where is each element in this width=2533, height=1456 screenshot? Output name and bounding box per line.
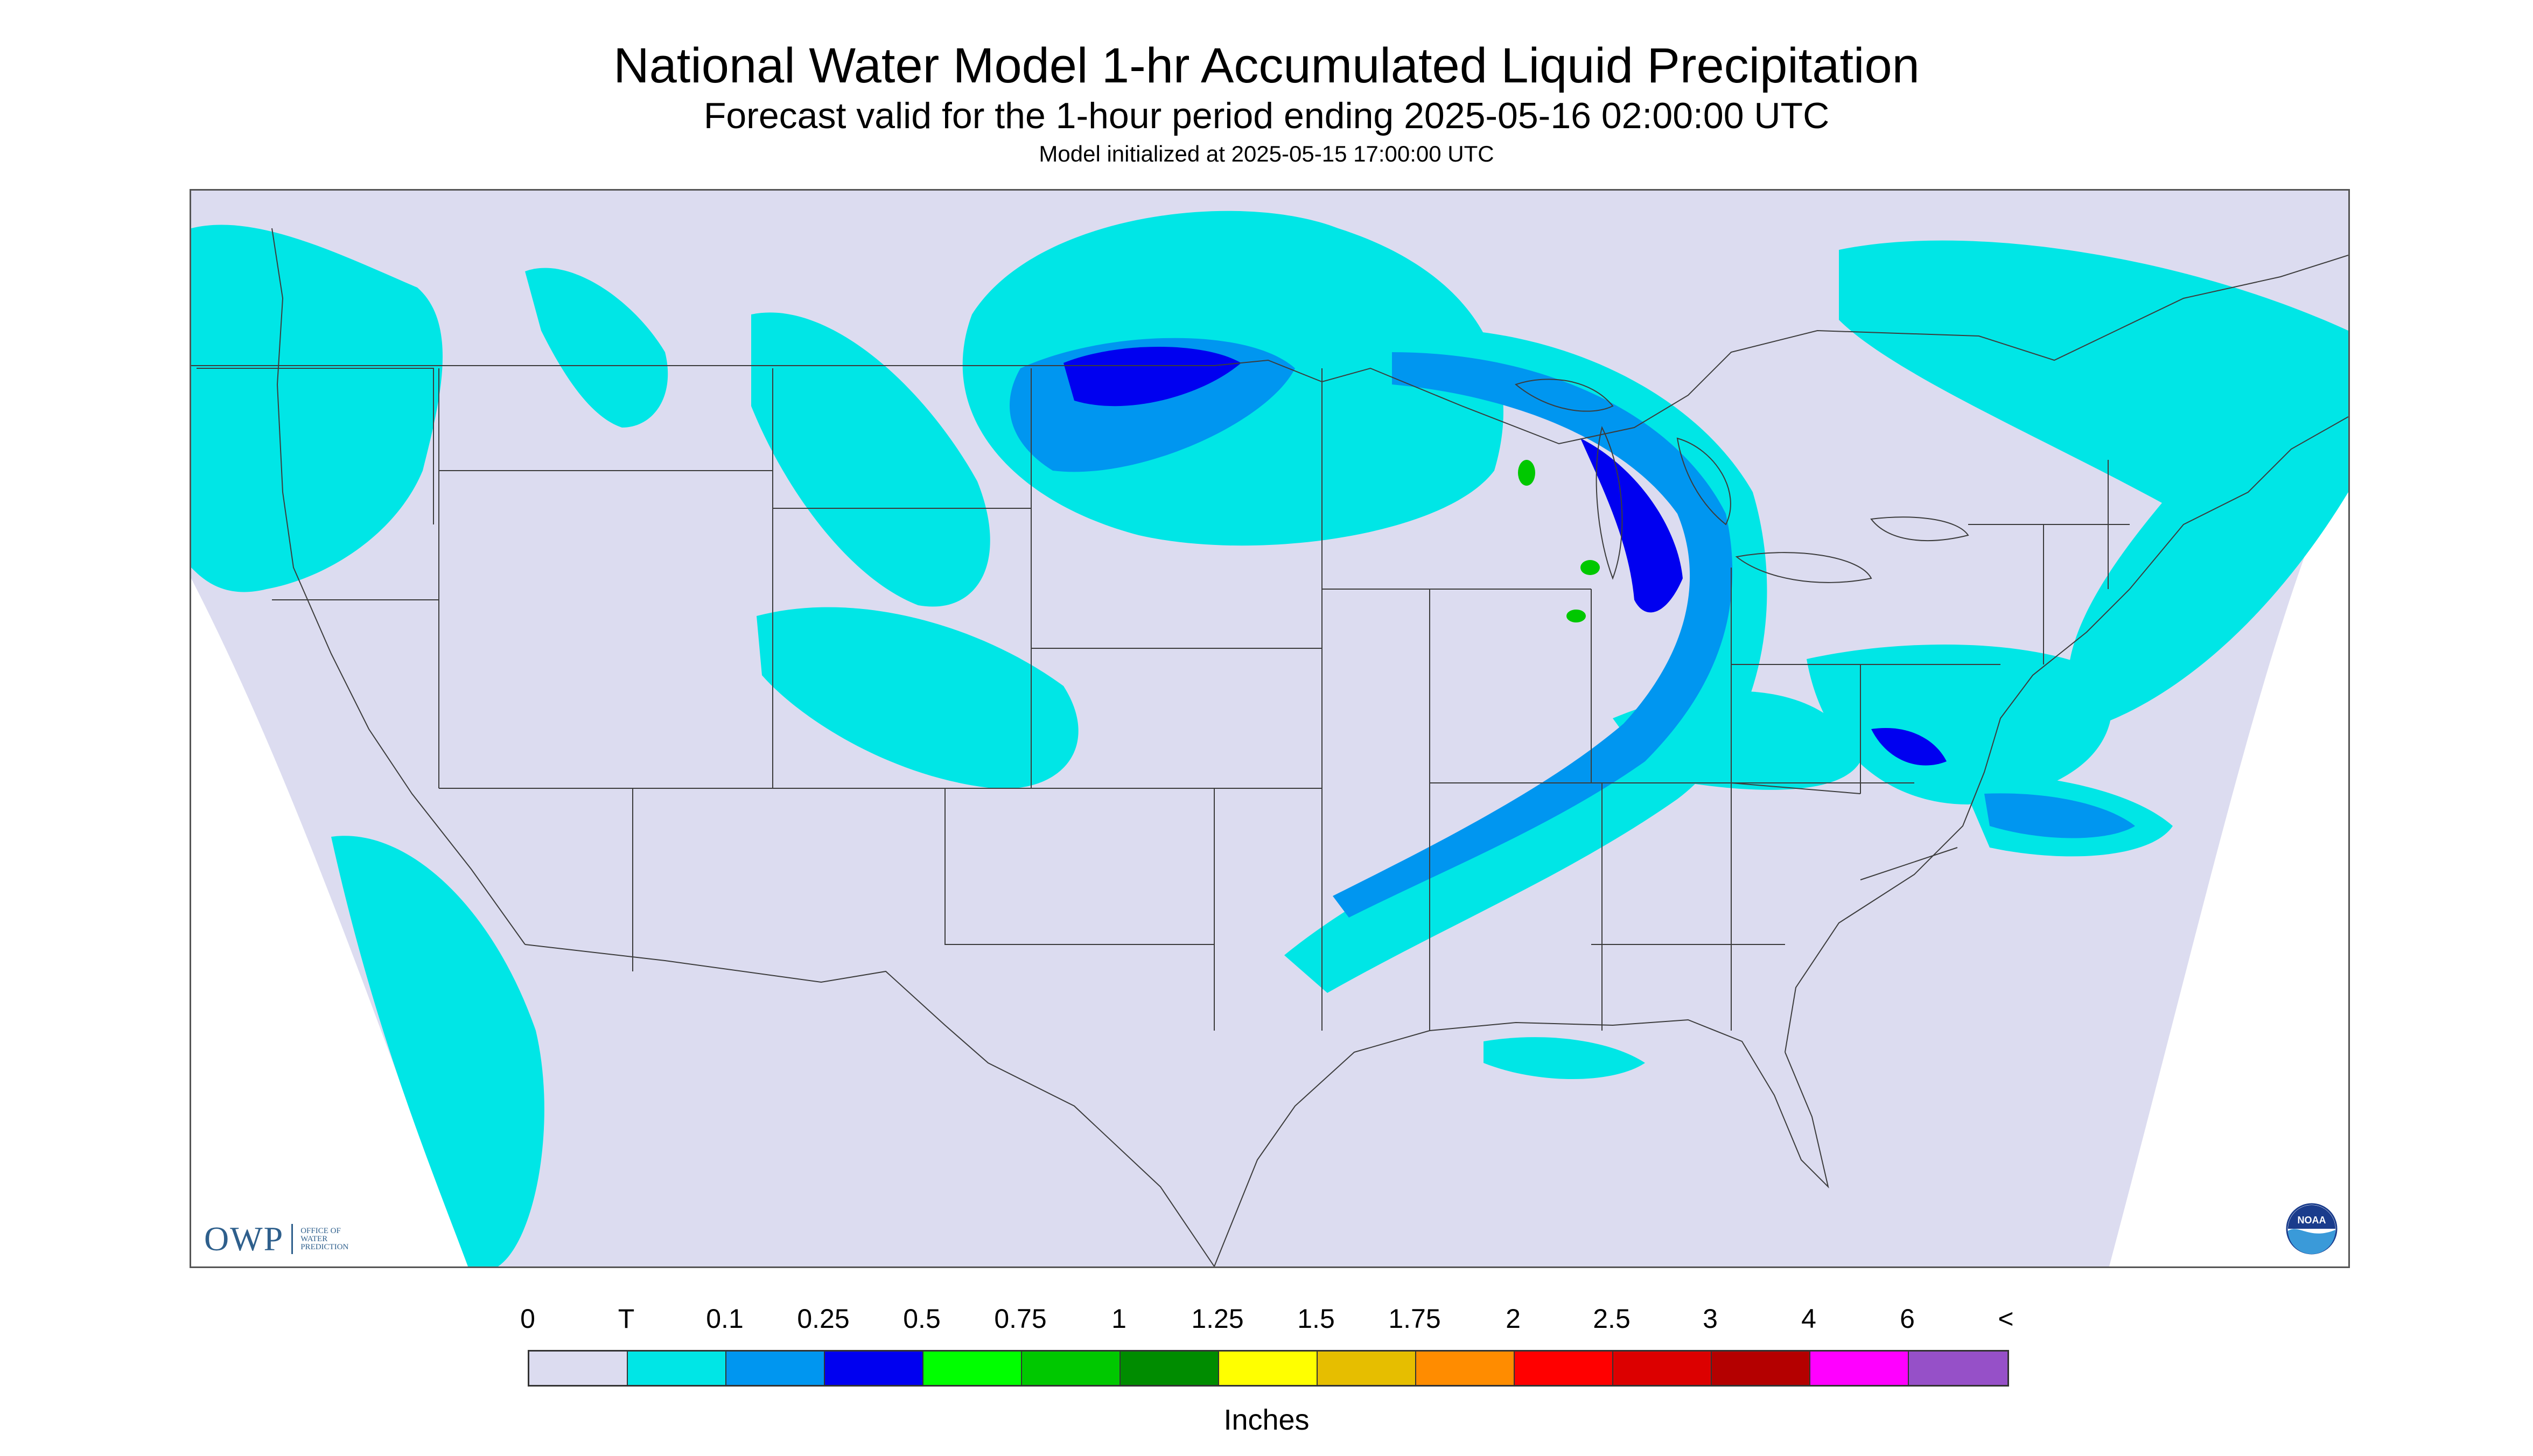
- gulf-coastline: [1214, 1019, 1829, 1266]
- legend-tick-label: 6: [1900, 1304, 1915, 1334]
- precip-heavy-areas: [1518, 460, 1600, 622]
- precip-heavy-wisconsin-2: [1580, 560, 1600, 575]
- legend-tick-label: 1.5: [1297, 1304, 1335, 1334]
- legend-swatch: [1219, 1352, 1318, 1385]
- atlantic-coastline: [1785, 416, 2348, 1053]
- us-mexico-border: [524, 944, 1215, 1266]
- legend-tick-label: 2: [1506, 1304, 1521, 1334]
- legend-swatch: [628, 1352, 726, 1385]
- owp-logo-divider: [291, 1224, 293, 1254]
- legend-tick-label: 1: [1111, 1304, 1126, 1334]
- precipitation-map: OWP OFFICE OF WATER PREDICTION NOAA: [190, 189, 2350, 1268]
- legend-swatch: [726, 1352, 825, 1385]
- legend-tick-label: 0.75: [994, 1304, 1047, 1334]
- owp-logo-text: OWP: [204, 1220, 284, 1258]
- owp-logo: OWP OFFICE OF WATER PREDICTION: [204, 1219, 365, 1259]
- legend-tick-label: 0.25: [797, 1304, 850, 1334]
- precip-heavy-wisconsin-1: [1518, 460, 1535, 486]
- legend-unit-label: Inches: [1223, 1404, 1310, 1436]
- precip-area-northern-rockies: [525, 268, 668, 428]
- legend-swatch: [1613, 1352, 1712, 1385]
- legend-swatch: [529, 1352, 628, 1385]
- map-canvas: [191, 191, 2348, 1266]
- chart-title: National Water Model 1-hr Accumulated Li…: [613, 38, 1920, 93]
- legend-tick-label: 2.5: [1593, 1304, 1631, 1334]
- us-canada-border: [191, 255, 2348, 445]
- legend-tick-label: 1.25: [1191, 1304, 1244, 1334]
- precip-area-gulf-florida: [1484, 1037, 1645, 1079]
- precip-area-northeast-canada: [1839, 240, 2348, 729]
- legend-swatch: [1022, 1352, 1121, 1385]
- precip-light-lake-michigan-band: [1333, 352, 1733, 918]
- legend-swatch: [1712, 1352, 1810, 1385]
- precip-area-montana-bands: [751, 312, 990, 607]
- legend-swatch: [1515, 1352, 1613, 1385]
- precip-heavy-illinois: [1566, 610, 1586, 622]
- legend-tick-label: 1.75: [1388, 1304, 1441, 1334]
- noaa-logo-sky: [2288, 1205, 2335, 1229]
- precip-moderate-virginia: [1871, 728, 1947, 766]
- precip-moderate-michigan: [1580, 438, 1683, 613]
- state-boundaries: [197, 368, 2130, 1031]
- noaa-logo-text: NOAA: [2298, 1215, 2326, 1226]
- pacific-coastline: [271, 228, 526, 945]
- model-init-text: Model initialized at 2025-05-15 17:00:00…: [1039, 141, 1494, 166]
- legend-swatch: [1318, 1352, 1416, 1385]
- noaa-logo: NOAA: [2286, 1203, 2338, 1255]
- legend-tick-label: 4: [1801, 1304, 1816, 1334]
- legend-swatch: [1416, 1352, 1515, 1385]
- legend-tick-label: 3: [1703, 1304, 1718, 1334]
- legend-colorbar: [528, 1350, 2009, 1387]
- precip-light-nc-coast: [1984, 793, 2135, 838]
- legend-tick-label: T: [618, 1304, 635, 1334]
- precip-moderate-areas: [1063, 347, 1947, 766]
- model-domain: [191, 191, 2348, 1266]
- noaa-logo-wave: [2288, 1229, 2336, 1255]
- legend-swatch: [1810, 1352, 1909, 1385]
- great-lakes: [1514, 379, 1969, 583]
- precip-area-great-lakes-band: [1284, 328, 1767, 993]
- legend-tick-label: 0: [520, 1304, 535, 1334]
- chart-subtitle: Forecast valid for the 1-hour period end…: [703, 95, 1830, 136]
- legend-swatch: [1909, 1352, 2007, 1385]
- legend-tick-label: 0.5: [903, 1304, 941, 1334]
- legend-swatch: [1121, 1352, 1219, 1385]
- precip-area-baja: [331, 836, 544, 1266]
- owp-logo-subtext: OFFICE OF WATER PREDICTION: [300, 1226, 349, 1251]
- precip-area-pacific-northwest: [191, 225, 443, 592]
- legend-tick-label: 0.1: [706, 1304, 744, 1334]
- precip-area-mid-atlantic: [1807, 644, 2112, 804]
- boundary-lines: [191, 228, 2348, 1266]
- precip-moderate-minnesota: [1063, 347, 1241, 407]
- legend-swatch: [923, 1352, 1022, 1385]
- legend-swatch: [825, 1352, 923, 1385]
- legend-labels: 0 T 0.1 0.25 0.5 0.75 1 1.25 1.5 1.75 2 2.5 3 4 6 <: [520, 1303, 2014, 1341]
- precip-area-wyoming-colorado: [757, 607, 1079, 789]
- legend-tick-label: <: [1998, 1304, 2014, 1334]
